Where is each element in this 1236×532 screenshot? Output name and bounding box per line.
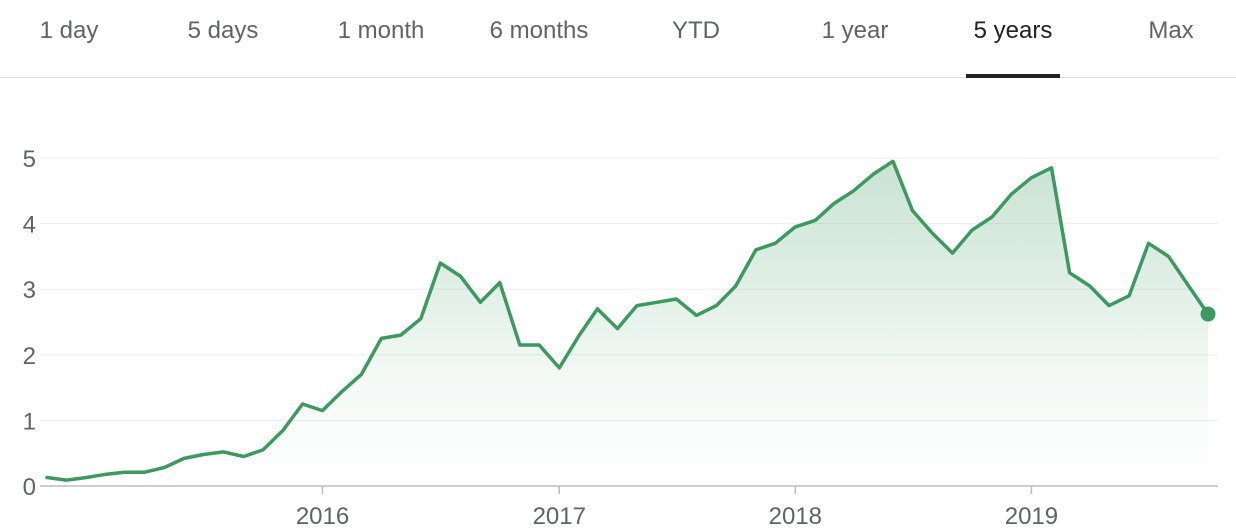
y-tick-label: 4: [23, 212, 36, 239]
current-value-dot: [1200, 306, 1216, 322]
tab-5-days[interactable]: 5 days: [167, 0, 279, 77]
y-tick-label: 5: [23, 146, 36, 173]
x-tick-label: 2017: [533, 503, 586, 530]
tab-label: 5 days: [187, 17, 259, 44]
tab-active-indicator: [966, 74, 1060, 78]
price-chart: 0 1 2 3 4 5 2016 2017 2018 2019: [23, 146, 1218, 530]
y-tick-label: 2: [23, 343, 36, 370]
tab-label: YTD: [672, 17, 720, 44]
tab-ytd[interactable]: YTD: [651, 0, 741, 77]
tab-label: Max: [1148, 17, 1194, 44]
tab-max[interactable]: Max: [1130, 0, 1212, 77]
tab-label: 6 months: [489, 17, 589, 44]
x-tick-label: 2019: [1005, 503, 1058, 530]
tab-label: 1 year: [821, 17, 889, 44]
tab-1-day[interactable]: 1 day: [14, 0, 124, 77]
tab-1-year[interactable]: 1 year: [805, 0, 905, 77]
tab-6-months[interactable]: 6 months: [475, 0, 603, 77]
y-tick-label: 3: [23, 277, 36, 304]
series-area: [47, 161, 1208, 487]
x-tick-label: 2018: [769, 503, 822, 530]
y-tick-label: 1: [23, 408, 36, 435]
tab-label: 1 day: [39, 17, 99, 44]
tab-1-month[interactable]: 1 month: [325, 0, 437, 77]
x-tick-label: 2016: [296, 503, 349, 530]
series-line: [45, 159, 1210, 482]
y-tick-label: 0: [23, 474, 36, 501]
range-tabs: 1 day 5 days 1 month 6 months YTD 1 year…: [0, 0, 1236, 78]
tab-label: 5 years: [973, 17, 1053, 44]
tab-5-years[interactable]: 5 years: [966, 0, 1060, 78]
tab-label: 1 month: [337, 17, 425, 44]
